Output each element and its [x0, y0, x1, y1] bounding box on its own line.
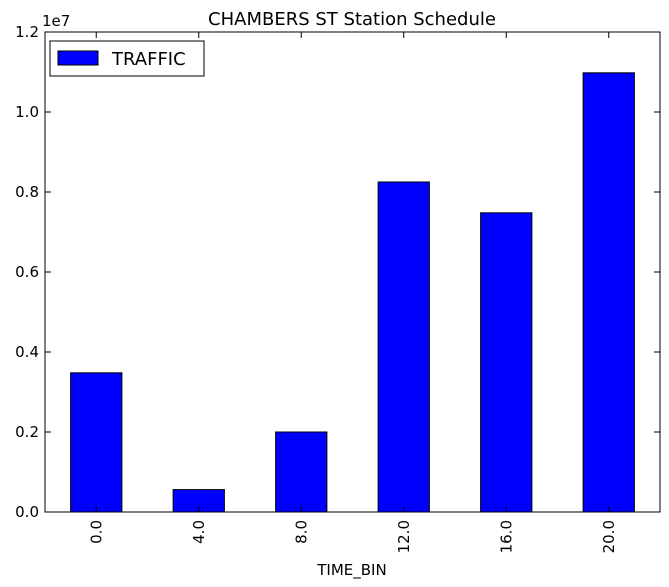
y-tick-label: 0.6 [15, 263, 39, 281]
bar-8.0 [275, 431, 328, 513]
x-tick-label: 20.0 [600, 520, 618, 553]
x-tick-label: 12.0 [395, 520, 413, 553]
x-tick-label: 8.0 [292, 520, 310, 544]
y-tick-label: 0.2 [15, 423, 39, 441]
x-tick-label: 16.0 [497, 520, 515, 553]
x-axis: 0.0 4.0 8.0 12.0 16.0 20.0 [87, 32, 618, 553]
bar-16.0 [480, 212, 533, 513]
bar-20.0 [582, 72, 635, 513]
y-tick-label: 0.4 [15, 343, 39, 361]
x-axis-label: TIME_BIN [316, 561, 386, 580]
x-tick-label: 4.0 [190, 520, 208, 544]
bars-group [70, 72, 635, 513]
legend-label-traffic: TRAFFIC [111, 49, 186, 70]
y-tick-label: 0.8 [15, 183, 39, 201]
y-tick-label: 1.0 [15, 103, 39, 121]
x-tick-label: 0.0 [87, 520, 105, 544]
legend: TRAFFIC [49, 40, 205, 77]
legend-swatch [57, 50, 99, 66]
chart-title: CHAMBERS ST Station Schedule [208, 9, 496, 30]
y-tick-label: 1.2 [15, 23, 39, 41]
bar-0.0 [70, 372, 123, 513]
y-axis: 0.0 0.2 0.4 0.6 0.8 1.0 1.2 [15, 23, 660, 521]
plot-frame [44, 31, 661, 513]
y-offset-label: 1e7 [42, 12, 70, 30]
y-tick-label: 0.0 [15, 503, 39, 521]
bar-12.0 [377, 181, 430, 513]
